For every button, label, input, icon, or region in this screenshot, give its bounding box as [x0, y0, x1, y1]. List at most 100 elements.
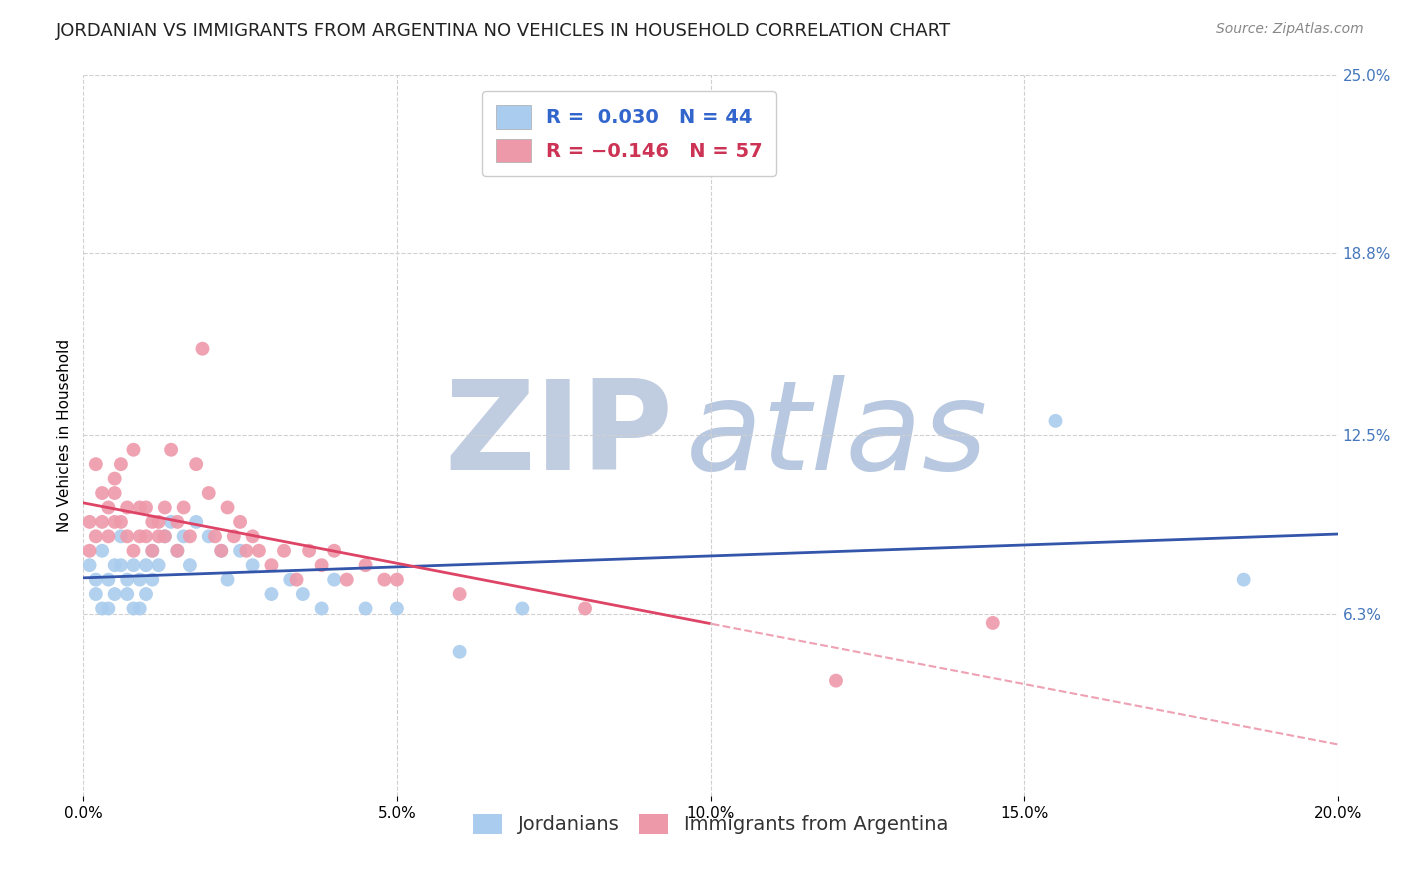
- Point: [84, 587, 107, 601]
- Text: ZIP: ZIP: [444, 375, 673, 496]
- Point: [115, 500, 138, 515]
- Point: [247, 543, 270, 558]
- Point: [385, 601, 408, 615]
- Point: [104, 587, 127, 601]
- Point: [186, 457, 208, 471]
- Point: [222, 529, 245, 543]
- Point: [148, 515, 170, 529]
- Point: [148, 529, 170, 543]
- Point: [91, 601, 114, 615]
- Point: [104, 472, 127, 486]
- Point: [91, 543, 114, 558]
- Point: [135, 529, 157, 543]
- Point: [204, 529, 226, 543]
- Point: [115, 573, 138, 587]
- Point: [97, 500, 120, 515]
- Point: [122, 442, 145, 457]
- Point: [110, 515, 132, 529]
- Point: [449, 645, 471, 659]
- Point: [84, 573, 107, 587]
- Point: [449, 587, 471, 601]
- Point: [135, 558, 157, 573]
- Point: [110, 457, 132, 471]
- Point: [128, 500, 150, 515]
- Point: [242, 558, 264, 573]
- Point: [153, 529, 176, 543]
- Point: [173, 529, 195, 543]
- Point: [373, 573, 395, 587]
- Point: [229, 515, 252, 529]
- Point: [512, 601, 534, 615]
- Point: [209, 543, 232, 558]
- Point: [135, 587, 157, 601]
- Text: Source: ZipAtlas.com: Source: ZipAtlas.com: [1216, 22, 1364, 37]
- Point: [354, 558, 377, 573]
- Point: [197, 486, 219, 500]
- Point: [122, 543, 145, 558]
- Point: [825, 673, 848, 688]
- Point: [298, 543, 321, 558]
- Point: [115, 587, 138, 601]
- Point: [110, 558, 132, 573]
- Point: [1233, 573, 1256, 587]
- Point: [179, 529, 201, 543]
- Point: [385, 573, 408, 587]
- Point: [285, 573, 308, 587]
- Point: [141, 543, 163, 558]
- Point: [981, 615, 1004, 630]
- Point: [148, 558, 170, 573]
- Point: [153, 529, 176, 543]
- Point: [291, 587, 314, 601]
- Text: atlas: atlas: [686, 375, 987, 496]
- Point: [122, 558, 145, 573]
- Point: [323, 543, 346, 558]
- Point: [135, 500, 157, 515]
- Point: [122, 601, 145, 615]
- Point: [229, 543, 252, 558]
- Point: [574, 601, 596, 615]
- Point: [260, 558, 283, 573]
- Point: [104, 515, 127, 529]
- Point: [173, 500, 195, 515]
- Point: [217, 573, 239, 587]
- Point: [91, 515, 114, 529]
- Point: [273, 543, 295, 558]
- Point: [278, 573, 301, 587]
- Point: [166, 543, 188, 558]
- Point: [128, 573, 150, 587]
- Point: [110, 529, 132, 543]
- Point: [84, 457, 107, 471]
- Point: [141, 543, 163, 558]
- Point: [336, 573, 359, 587]
- Point: [97, 573, 120, 587]
- Point: [153, 500, 176, 515]
- Point: [104, 486, 127, 500]
- Point: [311, 601, 333, 615]
- Point: [79, 558, 101, 573]
- Point: [79, 515, 101, 529]
- Point: [186, 515, 208, 529]
- Point: [191, 342, 214, 356]
- Point: [141, 515, 163, 529]
- Point: [115, 529, 138, 543]
- Point: [97, 601, 120, 615]
- Point: [91, 486, 114, 500]
- Y-axis label: No Vehicles in Household: No Vehicles in Household: [58, 339, 72, 532]
- Legend: Jordanians, Immigrants from Argentina: Jordanians, Immigrants from Argentina: [464, 804, 957, 844]
- Point: [311, 558, 333, 573]
- Point: [128, 529, 150, 543]
- Point: [79, 543, 101, 558]
- Point: [166, 543, 188, 558]
- Point: [235, 543, 257, 558]
- Point: [242, 529, 264, 543]
- Point: [1045, 414, 1067, 428]
- Point: [104, 558, 127, 573]
- Point: [166, 515, 188, 529]
- Point: [354, 601, 377, 615]
- Point: [97, 529, 120, 543]
- Point: [128, 601, 150, 615]
- Point: [84, 529, 107, 543]
- Point: [217, 500, 239, 515]
- Point: [209, 543, 232, 558]
- Point: [160, 515, 183, 529]
